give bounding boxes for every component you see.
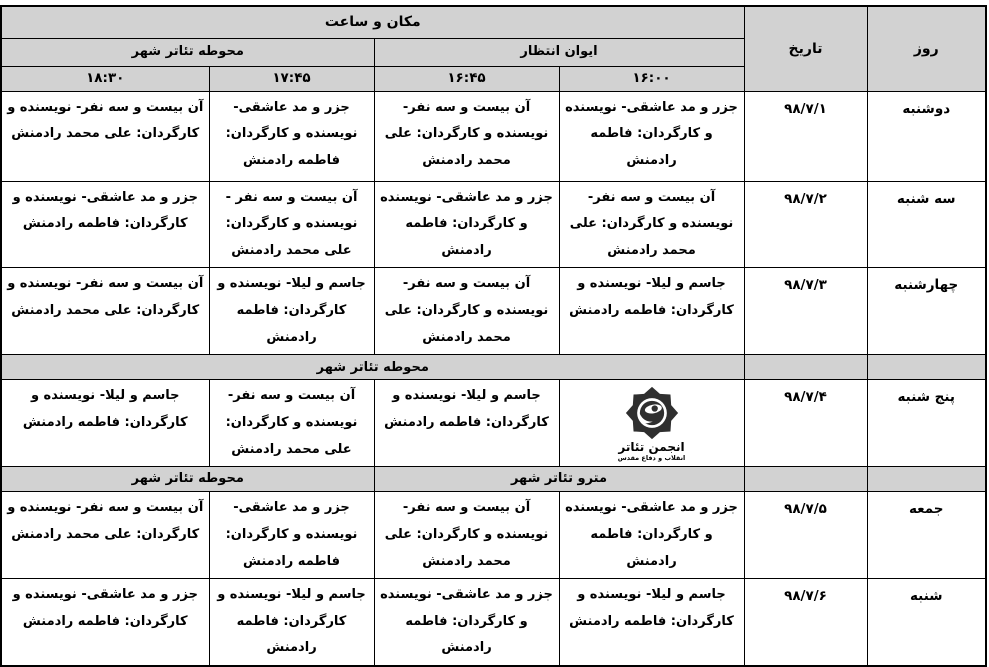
table-row-wednesday: چهارشنبه ۹۸/۷/۳ جاسم و لیلا- نویسنده و ک… (0, 267, 987, 356)
venue-header-mohavateh-teatr-shahr: محوطه تئاتر شهر (0, 37, 375, 67)
show-cell-1645: جزر و مد عاشقی- نویسنده و کارگردان: فاطم… (373, 180, 560, 269)
show-cell-1645: جاسم و لیلا- نویسنده و کارگردان: فاطمه ر… (373, 379, 560, 468)
show-cell-1645: جزر و مد عاشقی- نویسنده و کارگردان: فاطم… (373, 578, 560, 667)
header-row-times: ۱۶:۰۰ ۱۶:۴۵ ۱۷:۴۵ ۱۸:۳۰ (0, 65, 986, 92)
venue-band-row-2: مترو تئاتر شهر محوطه تئاتر شهر (0, 466, 987, 493)
table-row-saturday: شنبه ۹۸/۷/۶ جاسم و لیلا- نویسنده و کارگر… (0, 578, 987, 667)
day-cell: دوشنبه (866, 90, 987, 182)
show-cell-1600: آن بیست و سه نفر- نویسنده و کارگردان: عل… (558, 180, 745, 269)
table-row-monday: دوشنبه ۹۸/۷/۱ جزر و مد عاشقی- نویسنده و … (0, 90, 987, 182)
day-cell: شنبه (866, 578, 987, 667)
schedule-sheet: روز تاریخ مکان و ساعت ایوان انتظار محوطه… (0, 5, 987, 667)
time-header-1830: ۱۸:۳۰ (0, 65, 210, 92)
date-cell: ۹۸/۷/۴ (743, 379, 868, 468)
venue-band-mohavateh: محوطه تئاتر شهر (0, 354, 745, 381)
show-cell-1830: جزر و مد عاشقی- نویسنده و کارگردان: فاطم… (0, 180, 210, 269)
col-header-location-time: مکان و ساعت (0, 5, 745, 39)
date-cell: ۹۸/۷/۵ (743, 491, 868, 580)
show-cell-1645: آن بیست و سه نفر- نویسنده و کارگردان: عل… (373, 90, 560, 182)
logo-title: انجمن تئاتر (618, 440, 685, 455)
logo-subtitle: انقلاب و دفاع مقدس (617, 453, 686, 462)
day-cell: سه شنبه (866, 180, 987, 269)
col-header-date: تاریخ (743, 5, 868, 92)
show-cell-1745: آن بیست و سه نفر- نویسنده و کارگردان: عل… (208, 379, 375, 468)
band-empty-date-cell (743, 354, 868, 381)
show-cell-1745: جاسم و لیلا- نویسنده و کارگردان: فاطمه ر… (208, 578, 375, 667)
col-header-day: روز (866, 5, 987, 92)
theater-association-logo: انجمن تئاتر انقلاب و دفاع مقدس (565, 384, 739, 462)
show-cell-1830: جاسم و لیلا- نویسنده و کارگردان: فاطمه ر… (0, 379, 210, 468)
date-cell: ۹۸/۷/۲ (743, 180, 868, 269)
date-cell: ۹۸/۷/۱ (743, 90, 868, 182)
table-row-thursday: پنج شنبه ۹۸/۷/۴ انجمن تئاتر انقلاب و دفا… (0, 379, 987, 468)
table-row-tuesday: سه شنبه ۹۸/۷/۲ آن بیست و سه نفر- نویسنده… (0, 180, 987, 269)
show-cell-1600: جاسم و لیلا- نویسنده و کارگردان: فاطمه ر… (558, 267, 745, 356)
day-cell: جمعه (866, 491, 987, 580)
venue-band-row-1: محوطه تئاتر شهر (0, 354, 987, 381)
header-row-venues: ایوان انتظار محوطه تئاتر شهر (0, 37, 986, 67)
time-header-1745: ۱۷:۴۵ (208, 65, 375, 92)
venue-band-metro: مترو تئاتر شهر (373, 466, 745, 493)
venue-band-mohavateh-2: محوطه تئاتر شهر (0, 466, 375, 493)
date-cell: ۹۸/۷/۳ (743, 267, 868, 356)
day-cell: پنج شنبه (866, 379, 987, 468)
theater-schedule-table: روز تاریخ مکان و ساعت ایوان انتظار محوطه… (0, 5, 987, 667)
show-cell-1600-logo: انجمن تئاتر انقلاب و دفاع مقدس (558, 379, 745, 468)
band-empty-date-cell (743, 466, 868, 493)
show-cell-1830: آن بیست و سه نفر- نویسنده و کارگردان: عل… (0, 491, 210, 580)
show-cell-1745: جزر و مد عاشقی- نویسنده و کارگردان: فاطم… (208, 90, 375, 182)
show-cell-1600: جزر و مد عاشقی- نویسنده و کارگردان: فاطم… (558, 90, 745, 182)
eight-point-star-eye-icon (625, 387, 678, 440)
show-cell-1745: جاسم و لیلا- نویسنده و کارگردان: فاطمه ر… (208, 267, 375, 356)
show-cell-1830: جزر و مد عاشقی- نویسنده و کارگردان: فاطم… (0, 578, 210, 667)
date-cell: ۹۸/۷/۶ (743, 578, 868, 667)
time-header-1600: ۱۶:۰۰ (558, 65, 745, 92)
table-row-friday: جمعه ۹۸/۷/۵ جزر و مد عاشقی- نویسنده و کا… (0, 491, 987, 580)
header-row-1: روز تاریخ مکان و ساعت (0, 5, 987, 92)
band-empty-day-cell (866, 466, 987, 493)
show-cell-1645: آن بیست و سه نفر- نویسنده و کارگردان: عل… (373, 491, 560, 580)
show-cell-1830: آن بیست و سه نفر- نویسنده و کارگردان: عل… (0, 90, 210, 182)
time-header-1645: ۱۶:۴۵ (373, 65, 560, 92)
show-cell-1745: جزر و مد عاشقی- نویسنده و کارگردان: فاطم… (208, 491, 375, 580)
day-cell: چهارشنبه (866, 267, 987, 356)
venue-header-ivan-entezar: ایوان انتظار (373, 37, 745, 67)
show-cell-1745: آن بیست و سه نفر - نویسنده و کارگردان: ع… (208, 180, 375, 269)
show-cell-1600: جاسم و لیلا- نویسنده و کارگردان: فاطمه ر… (558, 578, 745, 667)
band-empty-day-cell (866, 354, 987, 381)
show-cell-1645: آن بیست و سه نفر- نویسنده و کارگردان: عل… (373, 267, 560, 356)
show-cell-1830: آن بیست و سه نفر- نویسنده و کارگردان: عل… (0, 267, 210, 356)
show-cell-1600: جزر و مد عاشقی- نویسنده و کارگردان: فاطم… (558, 491, 745, 580)
